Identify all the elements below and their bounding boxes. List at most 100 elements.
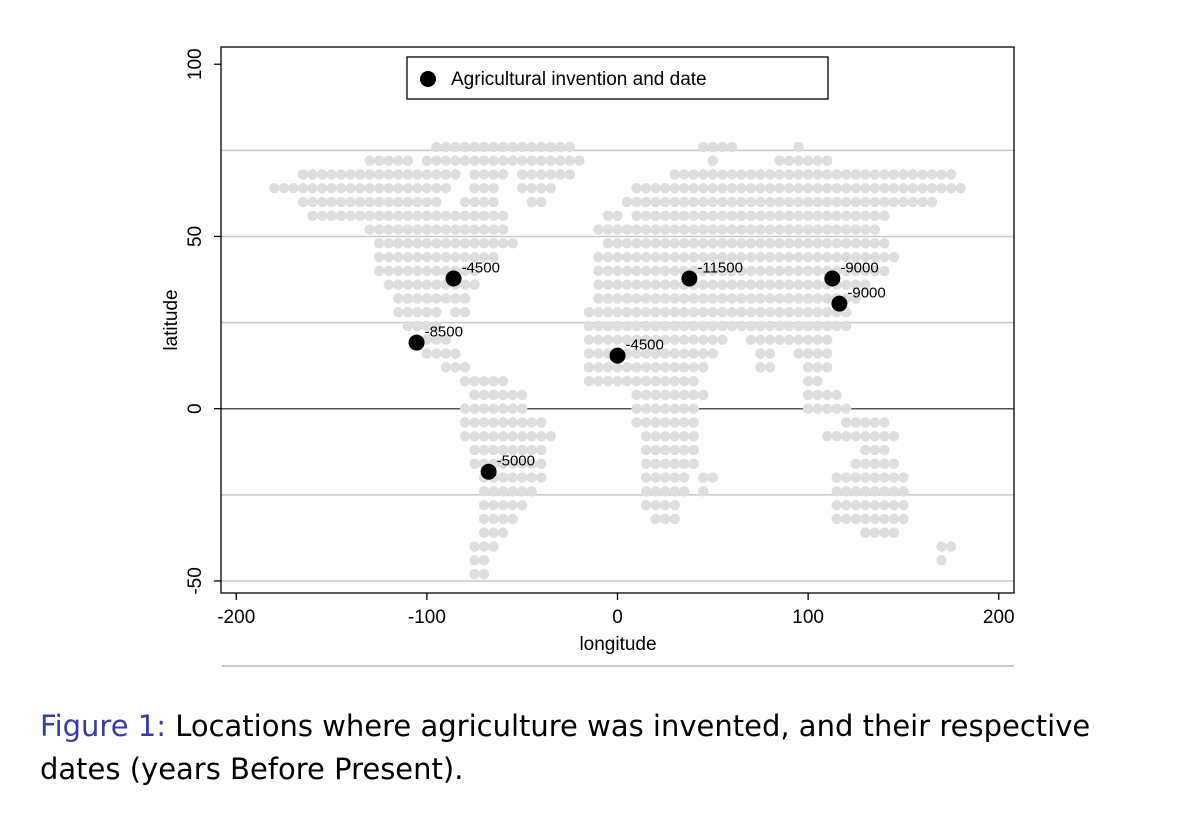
land-cell [459, 375, 471, 387]
land-cell [583, 320, 595, 332]
land-cell [640, 293, 652, 304]
land-cell [698, 389, 709, 401]
land-cell [497, 486, 509, 497]
land-cell [555, 141, 566, 153]
land-cell [421, 224, 433, 235]
land-cell [764, 265, 776, 277]
land-cell [507, 155, 518, 166]
land-cell [879, 183, 890, 194]
land-cell [650, 499, 661, 511]
land-cell [583, 334, 595, 346]
land-cell [659, 417, 671, 428]
land-cell [688, 431, 699, 442]
land-cell [717, 169, 728, 180]
land-cell [669, 320, 680, 332]
land-cell [402, 251, 414, 263]
land-cell [888, 169, 900, 180]
land-cell [774, 196, 785, 208]
land-cell [650, 196, 661, 208]
land-cell [440, 155, 452, 166]
land-cell [869, 224, 881, 235]
land-cell [736, 210, 747, 221]
land-cell [879, 417, 890, 428]
land-cell [659, 362, 671, 373]
land-cell [431, 210, 442, 221]
x-tick-label: 200 [983, 607, 1015, 628]
land-cell [707, 238, 719, 249]
land-cell [679, 169, 690, 180]
land-cell [469, 196, 480, 208]
land-cell [783, 196, 795, 208]
land-cell [497, 444, 509, 456]
land-cell [812, 348, 823, 359]
y-axis-label: latitude [161, 289, 182, 350]
land-cell [821, 362, 833, 373]
land-cell [526, 169, 537, 180]
land-cell [326, 183, 337, 194]
land-cell [469, 375, 480, 387]
land-cell [860, 224, 871, 235]
land-cell [898, 486, 909, 497]
land-cell [907, 169, 919, 180]
land-cell [431, 238, 442, 249]
land-cell [888, 472, 900, 483]
land-cell [698, 307, 709, 318]
land-cell [783, 307, 795, 318]
land-cell [717, 265, 728, 277]
land-cell [421, 265, 433, 277]
land-cell [764, 169, 776, 180]
land-cell [383, 196, 394, 208]
land-cell [650, 375, 661, 387]
land-cell [774, 307, 785, 318]
land-cell [631, 334, 642, 346]
land-cell [888, 486, 900, 497]
land-cell [850, 238, 861, 249]
land-cell [516, 458, 528, 470]
land-cell [440, 334, 452, 346]
land-cell [431, 307, 442, 318]
land-cell [774, 224, 785, 235]
land-cell [421, 279, 433, 290]
land-cell [469, 279, 480, 290]
land-cell [593, 224, 604, 235]
land-cell [364, 224, 375, 235]
land-cell [507, 444, 518, 456]
land-cell [593, 265, 604, 277]
land-cell [783, 238, 795, 249]
land-cell [402, 293, 414, 304]
land-cell [726, 238, 738, 249]
land-cell [783, 251, 795, 263]
point [609, 347, 626, 364]
land-cell [507, 403, 518, 414]
land-cell [736, 279, 747, 290]
land-cell [850, 499, 861, 511]
land-cell [879, 431, 890, 442]
land-cell [793, 334, 804, 346]
land-cell [726, 251, 738, 263]
land-cell [812, 320, 823, 332]
land-cell [860, 431, 871, 442]
land-cell [488, 210, 499, 221]
land-cell [335, 169, 347, 180]
land-cell [860, 169, 871, 180]
land-cell [488, 486, 499, 497]
land-cell [421, 155, 433, 166]
land-cell [602, 251, 614, 263]
land-cell [860, 251, 871, 263]
land-cell [659, 279, 671, 290]
land-cell [507, 486, 518, 497]
land-cell [774, 293, 785, 304]
land-cell [688, 444, 699, 456]
land-cell [659, 472, 671, 483]
land-cell [831, 320, 842, 332]
land-cell [802, 251, 814, 263]
land-cell [412, 183, 423, 194]
land-cell [888, 499, 900, 511]
land-cell [469, 224, 480, 235]
land-cell [783, 320, 795, 332]
land-cell [412, 196, 423, 208]
land-cell [850, 196, 861, 208]
land-cell [488, 196, 499, 208]
land-cell [812, 196, 823, 208]
land-cell [631, 348, 642, 359]
